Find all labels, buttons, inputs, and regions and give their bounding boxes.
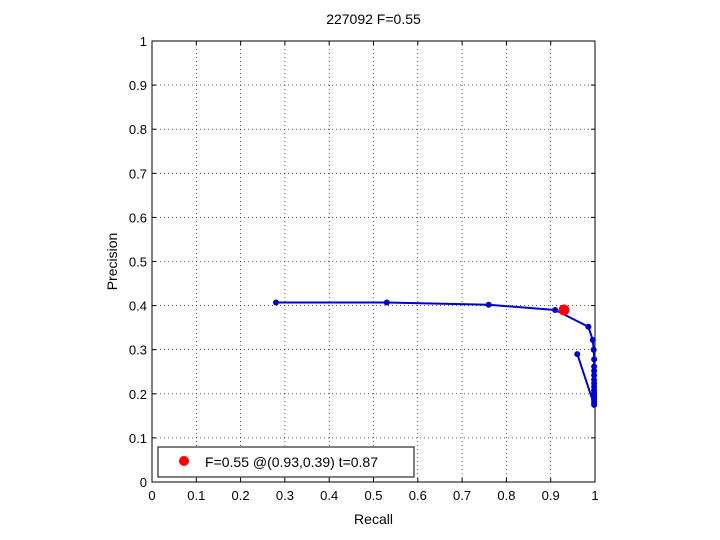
- data-point: [590, 346, 597, 353]
- x-tick-label: 0: [148, 488, 155, 503]
- data-point: [273, 299, 280, 306]
- data-point: [383, 299, 390, 306]
- x-tick-label: 0.8: [497, 488, 515, 503]
- y-tick-label: 0.9: [129, 78, 147, 93]
- x-tick-label: 0.6: [409, 488, 427, 503]
- data-point: [589, 336, 596, 343]
- y-axis-label: Precision: [104, 233, 120, 291]
- legend: F=0.55 @(0.93,0.39) t=0.87: [157, 446, 415, 478]
- data-point: [552, 307, 559, 314]
- data-point: [591, 367, 598, 374]
- chart-title: 227092 F=0.55: [326, 11, 421, 27]
- y-tick-label: 0.8: [129, 122, 147, 137]
- data-point: [591, 401, 598, 408]
- data-point: [485, 301, 492, 308]
- x-axis-label: Recall: [354, 511, 393, 527]
- y-tick-labels: 0 0.1 0.2 0.3 0.4 0.5 0.6 0.7 0.8 0.9 1: [129, 34, 147, 490]
- y-tick-label: 1: [140, 34, 147, 49]
- x-tick-label: 0.2: [232, 488, 250, 503]
- y-tick-label: 0.6: [129, 210, 147, 225]
- data-point: [591, 356, 598, 363]
- y-tick-label: 0.7: [129, 166, 147, 181]
- y-tick-label: 0.5: [129, 255, 147, 270]
- x-tick-label: 0.1: [187, 488, 205, 503]
- x-tick-labels: 0 0.1 0.2 0.3 0.4 0.5 0.6 0.7 0.8 0.9 1: [148, 488, 598, 503]
- x-tick-label: 0.4: [320, 488, 338, 503]
- best-f-point: [558, 304, 570, 316]
- y-tick-label: 0.3: [129, 343, 147, 358]
- legend-label: F=0.55 @(0.93,0.39) t=0.87: [205, 454, 378, 470]
- data-point: [591, 372, 598, 379]
- y-tick-label: 0: [140, 475, 147, 490]
- y-tick-label: 0.2: [129, 387, 147, 402]
- x-tick-label: 0.9: [542, 488, 560, 503]
- data-point: [585, 323, 592, 330]
- x-tick-label: 0.3: [276, 488, 294, 503]
- data-point: [591, 363, 598, 370]
- legend-box: [157, 446, 415, 478]
- x-tick-label: 0.7: [453, 488, 471, 503]
- y-tick-label: 0.1: [129, 431, 147, 446]
- series-layer: [273, 299, 598, 408]
- x-tick-label: 1: [591, 488, 598, 503]
- legend-marker: [179, 456, 189, 466]
- x-tick-label: 0.5: [364, 488, 382, 503]
- grid-lines: [152, 41, 595, 482]
- y-tick-label: 0.4: [129, 299, 147, 314]
- data-point: [574, 351, 581, 358]
